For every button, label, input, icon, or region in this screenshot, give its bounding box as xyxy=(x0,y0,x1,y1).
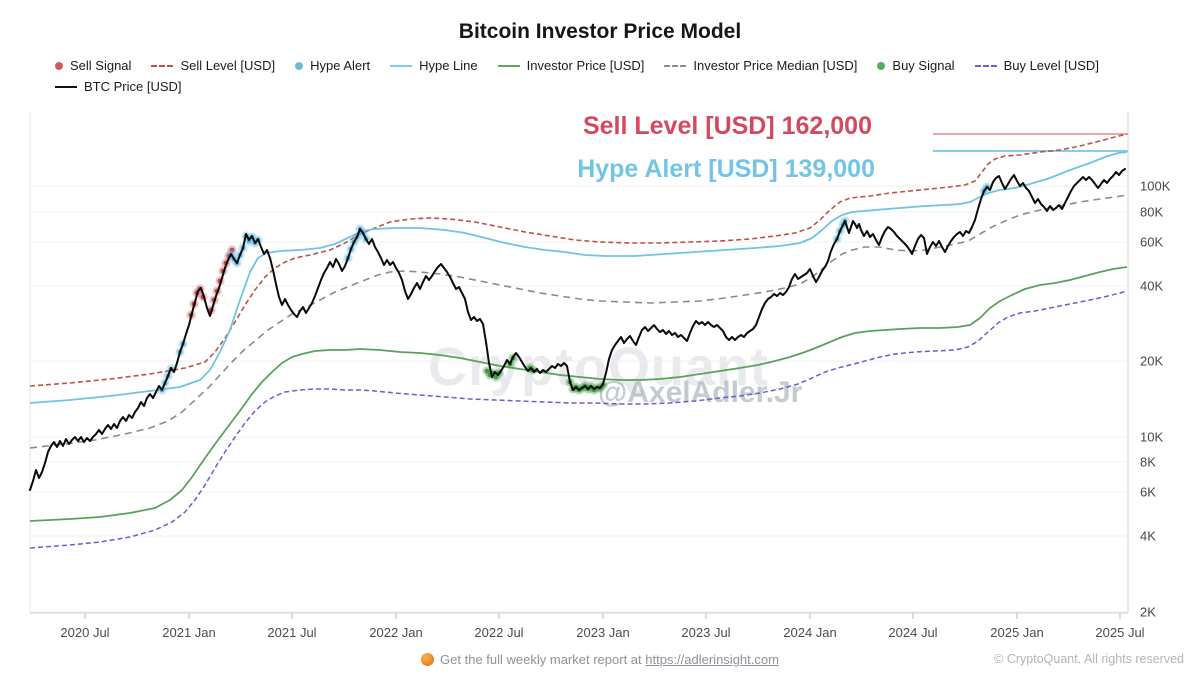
investor-price-median-line xyxy=(29,194,1128,449)
x-axis-label: 2021 Jan xyxy=(162,625,216,640)
line-marker-icon xyxy=(497,64,520,67)
x-axis-labels: 2020 Jul 2021 Jan 2021 Jul 2022 Jan 2022 Jul… xyxy=(60,625,1144,640)
y-axis-labels: 100K 80K 60K 40K 20K 10K 8K 6K 4K 2K xyxy=(1140,179,1171,620)
line-marker-icon xyxy=(390,64,413,67)
x-axis-label: 2023 Jan xyxy=(576,625,630,640)
dashed-line-marker-icon xyxy=(664,64,687,67)
y-axis-label: 6K xyxy=(1140,485,1156,500)
y-axis-label: 4K xyxy=(1140,529,1156,544)
x-axis-label: 2022 Jul xyxy=(474,625,523,640)
legend-item-buy-signal[interactable]: Buy Signal xyxy=(877,58,955,73)
footer-report-note: Get the full weekly market report at htt… xyxy=(0,652,1200,667)
sell-signals-dot xyxy=(229,247,235,253)
legend-item-hype-line[interactable]: Hype Line xyxy=(390,58,478,73)
dashed-line-marker-icon xyxy=(974,64,997,67)
x-axis-label: 2020 Jul xyxy=(60,625,109,640)
buy-level-line xyxy=(29,290,1128,549)
legend-label: BTC Price [USD] xyxy=(84,79,182,94)
legend-row-2: BTC Price [USD] xyxy=(55,79,1185,94)
x-axis-label: 2025 Jan xyxy=(990,625,1044,640)
y-axis-label: 80K xyxy=(1140,205,1163,220)
y-axis-label: 100K xyxy=(1140,179,1171,194)
buy-signals-dot xyxy=(484,368,490,374)
dot-marker-icon xyxy=(295,61,304,70)
dashed-line-marker-icon xyxy=(151,64,174,67)
x-axis-label: 2024 Jul xyxy=(888,625,937,640)
report-link[interactable]: https://adlerinsight.com xyxy=(645,652,779,667)
legend-item-investor-price-usd[interactable]: Investor Price [USD] xyxy=(497,58,645,73)
legend-item-investor-price-median-usd[interactable]: Investor Price Median [USD] xyxy=(664,58,857,73)
x-axis-label: 2022 Jan xyxy=(369,625,423,640)
dot-marker-icon xyxy=(55,61,63,70)
legend-row-1: Sell Signal Sell Level [USD] Hype Alert Hyp… xyxy=(55,58,1185,73)
legend-label: Buy Level [USD] xyxy=(1003,58,1099,73)
investor-price-line xyxy=(29,266,1128,522)
legend-label: Investor Price Median [USD] xyxy=(693,58,858,73)
legend-label: Hype Alert xyxy=(310,58,371,73)
orange-circle-icon xyxy=(421,653,435,666)
legend-item-btc-price-usd[interactable]: BTC Price [USD] xyxy=(55,79,182,94)
legend: Sell Signal Sell Level [USD] Hype Alert Hyp… xyxy=(55,58,1185,100)
legend-label: Sell Signal xyxy=(70,58,132,73)
y-axis-label: 10K xyxy=(1140,430,1163,445)
copyright: © CryptoQuant. All rights reserved xyxy=(994,652,1184,666)
model-lines xyxy=(29,133,1128,549)
legend-item-sell-signal[interactable]: Sell Signal xyxy=(55,58,131,73)
y-axis-label: 20K xyxy=(1140,354,1163,369)
x-axis-label: 2023 Jul xyxy=(681,625,730,640)
legend-item-sell-level-usd[interactable]: Sell Level [USD] xyxy=(151,58,275,73)
legend-label: Buy Signal xyxy=(892,58,955,73)
legend-item-buy-level-usd[interactable]: Buy Level [USD] xyxy=(974,58,1099,73)
footer-text: Get the full weekly market report at xyxy=(440,652,642,667)
y-axis-label: 2K xyxy=(1140,605,1156,620)
gridlines xyxy=(30,185,1128,613)
dot-marker-icon xyxy=(877,61,886,70)
page-title: Bitcoin Investor Price Model xyxy=(458,20,742,43)
sell-level-line xyxy=(29,133,1128,387)
y-axis-label: 8K xyxy=(1140,455,1156,470)
y-axis-label: 60K xyxy=(1140,235,1163,250)
x-axis-ticks xyxy=(84,613,1121,619)
hype-line-line xyxy=(29,151,1128,404)
annotation-lines xyxy=(933,133,1128,152)
x-axis-label: 2024 Jan xyxy=(783,625,837,640)
btc-price-polyline xyxy=(29,168,1126,491)
sell-level-annotation: Sell Level [USD] 162,000 xyxy=(582,112,872,140)
x-axis-label: 2021 Jul xyxy=(267,625,316,640)
axis-frame xyxy=(29,112,1129,614)
x-axis-label: 2025 Jul xyxy=(1095,625,1144,640)
buy-signals-dot xyxy=(493,374,499,380)
y-axis-label: 40K xyxy=(1140,279,1163,294)
legend-label: Hype Line xyxy=(419,58,478,73)
btc-price-line xyxy=(29,168,1126,491)
legend-label: Investor Price [USD] xyxy=(526,58,645,73)
line-marker-icon xyxy=(55,85,77,88)
legend-item-hype-alert[interactable]: Hype Alert xyxy=(295,58,370,73)
legend-label: Sell Level [USD] xyxy=(180,58,276,73)
hype-alert-annotation: Hype Alert [USD] 139,000 xyxy=(577,155,875,183)
